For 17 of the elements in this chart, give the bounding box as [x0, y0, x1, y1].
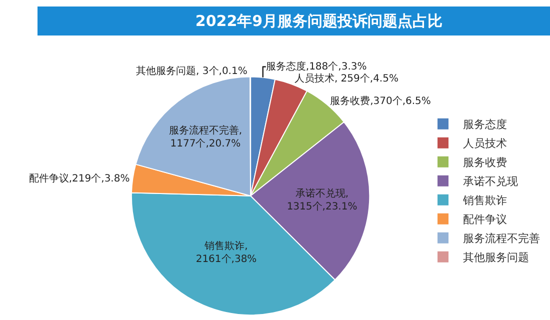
- data-label: 销售欺诈, 2161个,38%: [196, 240, 257, 266]
- data-label: 配件争议,219个,3.8%: [28, 172, 130, 184]
- legend-label: 其他服务问题: [463, 251, 529, 264]
- legend-label: 服务收费: [463, 156, 507, 170]
- data-label: 其他服务问题, 3个,0.1%: [136, 64, 248, 77]
- data-label: 承诺不兑现, 1315个,23.1%: [286, 187, 358, 212]
- data-label: 服务流程不完善, 1177个,20.7%: [168, 124, 242, 150]
- data-label: 服务态度,188个,3.3%: [266, 60, 367, 73]
- data-label: 服务收费,370个,6.5%: [330, 95, 431, 108]
- legend-label: 承诺不兑现: [463, 175, 518, 188]
- legend-label: 人员技术: [463, 137, 507, 150]
- legend-label: 配件争议: [463, 213, 507, 226]
- legend-label: 销售欺诈: [462, 194, 507, 208]
- data-label: 人员技术, 259个,4.5%: [294, 72, 398, 85]
- legend-label: 服务态度: [463, 118, 507, 132]
- chart-title: 2022年9月服务问题投诉问题点占比: [195, 12, 443, 30]
- legend-label: 服务流程不完善: [463, 232, 540, 246]
